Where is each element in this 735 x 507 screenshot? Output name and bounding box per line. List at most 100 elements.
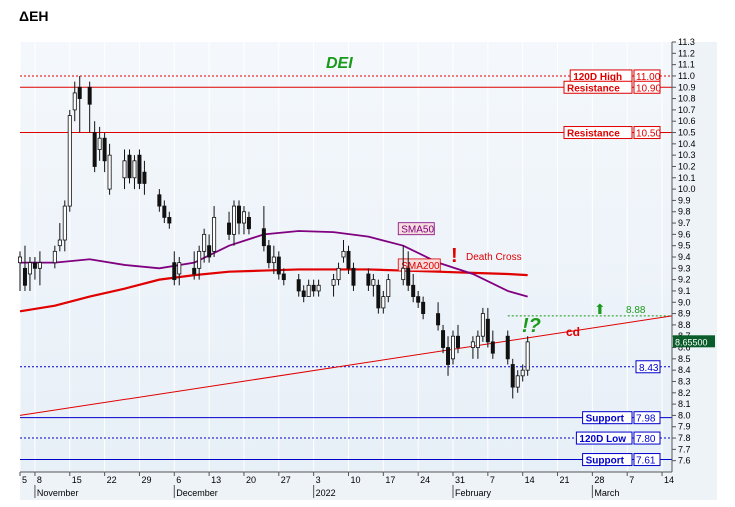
candles: [17, 75, 530, 399]
sma50-label-box: [397, 222, 435, 236]
candle-body: [207, 245, 212, 258]
y-tick-label: 7.7: [678, 444, 691, 454]
level-value-support1: 7.98: [636, 414, 656, 425]
candle-body: [52, 250, 57, 264]
candle-body: [202, 233, 207, 252]
death-cross-label: Death Cross: [466, 252, 522, 263]
sma50-label: SMA50: [401, 225, 434, 236]
y-tick-label: 11.0: [678, 71, 695, 81]
candle-body: [162, 205, 167, 218]
level-label-box: [582, 411, 633, 425]
x-tick-label: 31: [455, 475, 465, 485]
level-value-box: [633, 431, 661, 445]
x-tick-label: 20: [246, 475, 256, 485]
y-tick-label: 10.5: [678, 128, 696, 138]
candle-body: [406, 267, 411, 286]
sma200-label: SMA200: [401, 261, 440, 272]
candle-body: [127, 154, 132, 179]
y-tick-label: 7.8: [678, 433, 691, 443]
candle-body: [510, 364, 515, 388]
y-axis: 7.67.77.87.98.08.18.28.38.48.58.68.78.88…: [671, 37, 715, 472]
candle-body: [192, 267, 197, 275]
candle-body: [197, 250, 202, 269]
y-tick-label: 10.4: [678, 139, 696, 149]
candle-body: [376, 284, 381, 309]
candle-body: [470, 341, 475, 348]
level-label-low120: 120D Low: [579, 434, 626, 445]
candle-body: [281, 273, 286, 281]
candle-body: [381, 296, 386, 309]
level-label-box: [582, 453, 633, 467]
candle-body: [132, 160, 137, 179]
candle-body: [490, 341, 495, 354]
x-tick-label: 14: [525, 475, 535, 485]
candle-body: [22, 267, 27, 286]
x-axis: 5 8 15 22 29 6 13 20 27 3 10 17 24 31 7 14 21 28 7 14 Novemb…: [19, 471, 674, 498]
y-tick-label: 8.8: [678, 320, 691, 330]
y-tick-label: 9.0: [678, 297, 691, 307]
candle-body: [67, 115, 72, 207]
x-tick-label: 27: [281, 475, 291, 485]
candle-body: [485, 318, 490, 343]
candle-body: [227, 222, 232, 235]
level-value-res1: 10.90: [636, 83, 661, 94]
y-tick-label: 9.5: [678, 241, 691, 251]
y-tick-label: 11.2: [678, 48, 695, 58]
level-843-box: [635, 360, 661, 374]
candle-body: [336, 267, 341, 281]
candle-body: [316, 284, 321, 292]
y-tick-label: 8.2: [678, 388, 691, 398]
candle-body: [142, 171, 147, 184]
candle-body: [261, 228, 266, 247]
candle-body: [331, 279, 336, 286]
x-tick-label: 7: [490, 475, 495, 485]
x-tick-label: 22: [107, 475, 117, 485]
candle-body: [37, 262, 42, 269]
candle-body: [371, 279, 376, 286]
sma200-line: [19, 268, 528, 313]
candle-body: [27, 262, 32, 275]
y-tick-label: 9.3: [678, 263, 691, 273]
level-value-support2: 7.61: [636, 456, 656, 467]
x-tick-label: 17: [385, 475, 395, 485]
trendline-label: cd: [566, 325, 580, 339]
candle-body: [212, 216, 217, 252]
y-tick-label: 9.1: [678, 286, 691, 296]
question-annotation: !?: [522, 315, 541, 337]
y-tick-label: 10.0: [678, 184, 696, 194]
trendline-cd: [19, 315, 673, 416]
candle-body: [276, 256, 281, 275]
level-label-support2: Support: [586, 456, 625, 467]
candle-body: [177, 262, 182, 275]
candle-body: [107, 154, 112, 190]
candle-body: [515, 375, 520, 388]
x-tick-label: 5: [22, 475, 27, 485]
level-label-box: [563, 80, 633, 94]
level-value-box: [633, 126, 661, 140]
y-tick-label: 11.1: [678, 60, 695, 70]
y-tick-label: 9.8: [678, 207, 691, 217]
level-value-low120: 7.80: [636, 434, 656, 445]
level-label-support1: Support: [586, 414, 625, 425]
candle-body: [62, 205, 67, 241]
candle-body: [520, 369, 525, 377]
candle-body: [366, 273, 371, 286]
candle-body: [57, 239, 62, 247]
x-tick-label: 7: [629, 475, 634, 485]
candle-body: [306, 284, 311, 298]
candle-body: [102, 137, 107, 162]
candle-body: [401, 267, 406, 281]
death-cross-exclamation: !: [451, 245, 458, 267]
candle-body: [455, 335, 460, 348]
candle-body: [32, 262, 37, 269]
x-month-label: February: [455, 488, 492, 498]
candle-body: [416, 296, 421, 303]
candle-body: [351, 267, 356, 286]
candle-body: [436, 313, 441, 326]
candle-body: [346, 250, 351, 269]
x-month-label: December: [176, 488, 218, 498]
level-label-res2: Resistance: [567, 129, 620, 140]
level-value-box: [633, 411, 661, 425]
candle-body: [451, 335, 456, 360]
